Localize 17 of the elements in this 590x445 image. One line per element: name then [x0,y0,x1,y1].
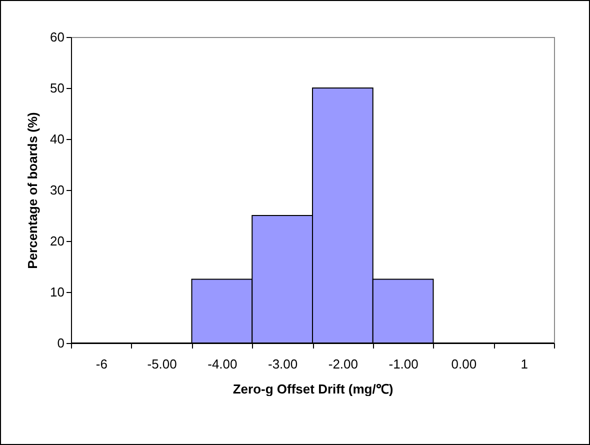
y-tick-label: 0 [57,336,64,350]
x-tick-label: -6 [96,356,108,372]
x-tick-label: -3.00 [268,356,298,372]
y-tick-label: 60 [50,30,64,44]
x-axis-title: Zero-g Offset Drift (mg/℃) [232,382,394,396]
y-tick-label: 10 [50,284,64,300]
y-tick-label: 50 [50,80,64,96]
y-tick-label: 40 [50,132,64,146]
x-tick-label: -1.00 [388,356,418,372]
x-tick-label: 1 [520,356,528,372]
y-tick-label: 30 [50,182,64,198]
x-tick-label: -4.00 [208,356,238,372]
y-tick-label: 20 [50,234,64,248]
x-tick-label: 0.00 [451,356,477,372]
x-tick-label: -2.00 [328,356,358,372]
y-axis-title: Percentage of boards (%) [25,112,40,269]
x-tick-label: -5.00 [147,356,177,372]
